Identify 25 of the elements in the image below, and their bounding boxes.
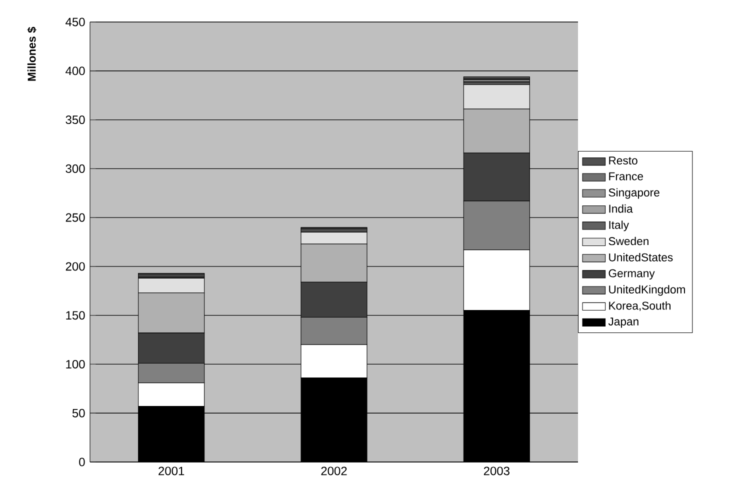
y-tick-label: 0 — [79, 458, 85, 466]
x-tick-label: 2003 — [484, 466, 510, 476]
legend-label: Resto — [609, 156, 638, 165]
legend-label: Singapore — [608, 188, 660, 199]
y-tick-label: 400 — [66, 66, 85, 76]
y-tick-label: 250 — [66, 213, 85, 222]
y-tick-label: 150 — [66, 311, 85, 320]
x-tick-label: 2002 — [321, 466, 347, 476]
y-tick-label: 100 — [66, 360, 85, 368]
legend-label: Korea,South — [609, 301, 670, 312]
legend-label: Italy — [609, 220, 629, 232]
y-tick-label: 450 — [66, 18, 85, 26]
legend-label: Japan — [608, 318, 638, 328]
legend-label: Germany — [608, 269, 655, 280]
legend-label: UnitedStates — [609, 253, 673, 262]
y-tick-label: 200 — [66, 262, 85, 271]
legend-label: UnitedKingdom — [609, 285, 685, 296]
y-tick-label: 50 — [72, 408, 85, 418]
y-axis-title: Millones $ — [27, 26, 36, 81]
x-tick-label: 2001 — [158, 466, 184, 476]
legend-label: India — [609, 204, 633, 213]
legend-label: Sweden — [608, 236, 648, 246]
y-tick-label: 350 — [66, 116, 85, 124]
y-tick-label: 300 — [66, 164, 85, 173]
legend-label: France — [609, 172, 643, 180]
